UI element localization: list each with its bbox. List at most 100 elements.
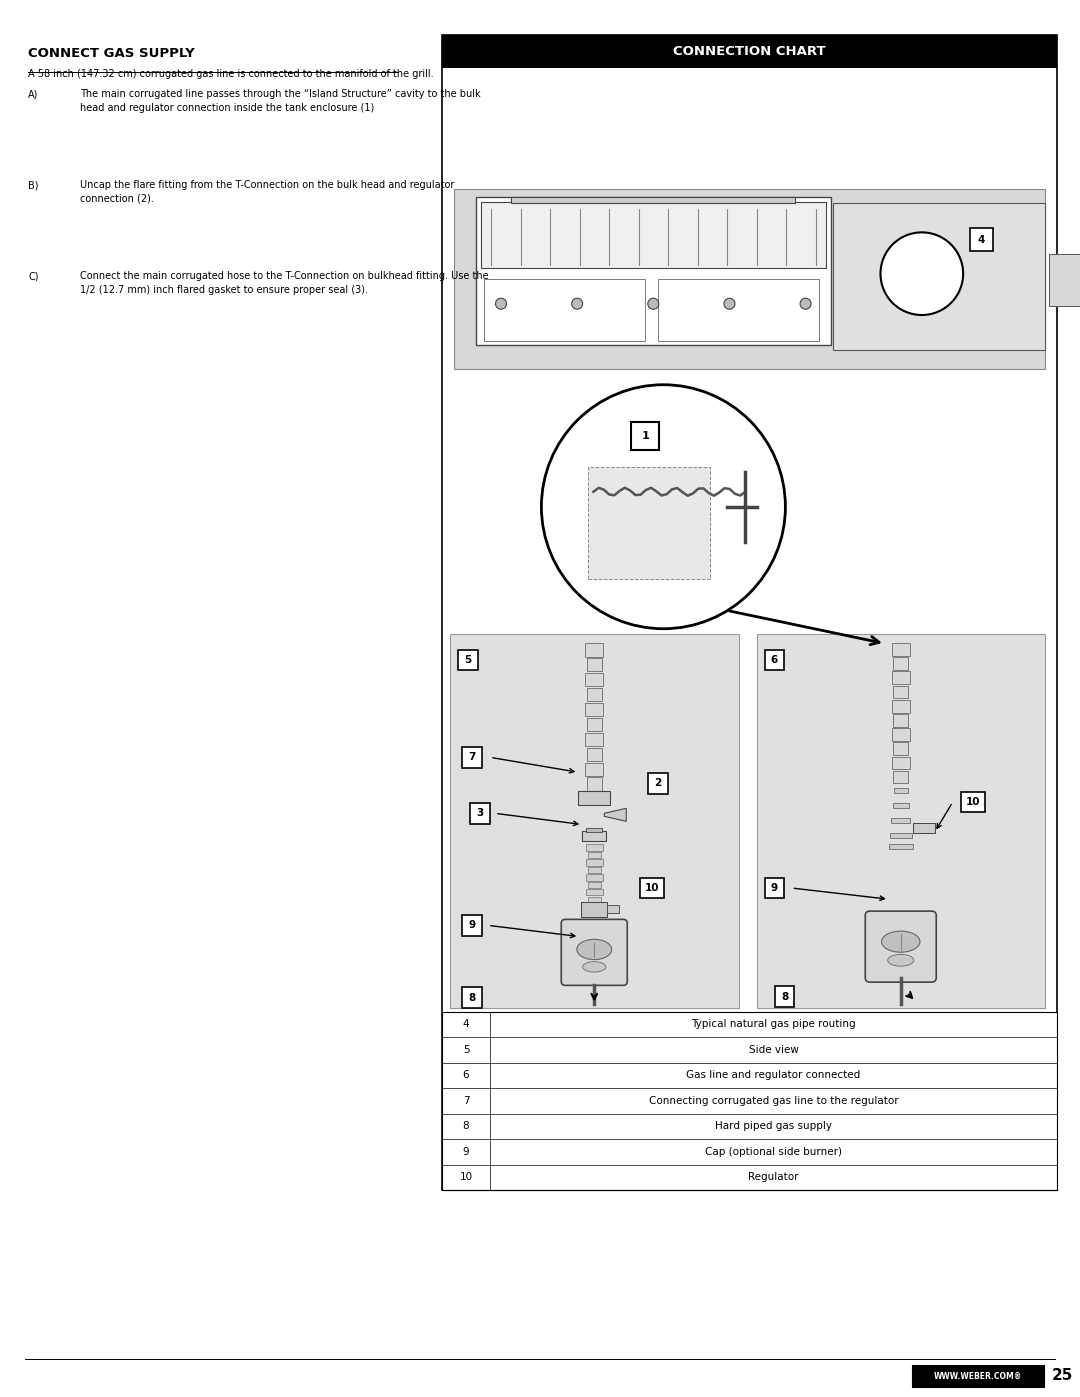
Text: 10: 10 (966, 798, 981, 807)
Bar (586, 687, 602, 701)
Bar (578, 791, 610, 806)
Bar (586, 718, 602, 731)
Bar (585, 844, 603, 851)
Text: 5: 5 (464, 655, 472, 665)
FancyBboxPatch shape (648, 774, 667, 793)
Text: 1: 1 (642, 430, 649, 441)
Bar (588, 897, 600, 902)
FancyBboxPatch shape (462, 988, 482, 1007)
Bar (585, 732, 604, 746)
Bar (484, 279, 645, 341)
Text: A): A) (28, 89, 39, 99)
Ellipse shape (577, 939, 611, 960)
Ellipse shape (888, 954, 914, 967)
Bar (893, 714, 908, 726)
Bar (894, 788, 908, 793)
Text: 4: 4 (462, 1020, 470, 1030)
Bar (585, 859, 603, 866)
Bar (585, 763, 604, 775)
Circle shape (880, 232, 963, 314)
Text: 10: 10 (459, 1172, 473, 1182)
Bar (588, 852, 600, 858)
Bar (658, 279, 819, 341)
Text: Side view: Side view (748, 1045, 798, 1055)
Bar (476, 197, 831, 345)
Text: 8: 8 (469, 992, 475, 1003)
Text: 25: 25 (1051, 1369, 1072, 1383)
Bar (833, 203, 1045, 351)
Text: 9: 9 (462, 1147, 470, 1157)
Bar (585, 643, 604, 657)
Bar (892, 728, 909, 740)
Bar (586, 658, 602, 672)
Bar (607, 904, 619, 912)
FancyBboxPatch shape (639, 877, 664, 898)
Bar (454, 190, 1045, 369)
FancyBboxPatch shape (765, 877, 784, 898)
Bar (586, 828, 603, 831)
Bar (891, 819, 910, 823)
Text: 2: 2 (654, 778, 661, 788)
Text: Connect the main corrugated hose to the T-Connection on bulkhead fitting. Use th: Connect the main corrugated hose to the … (80, 271, 488, 295)
Text: 9: 9 (771, 883, 778, 893)
Ellipse shape (582, 961, 606, 972)
Text: Cap (optional side burner): Cap (optional side burner) (705, 1147, 842, 1157)
FancyBboxPatch shape (961, 792, 985, 812)
Bar (586, 778, 602, 791)
FancyBboxPatch shape (458, 650, 478, 671)
Circle shape (800, 298, 811, 309)
Text: Uncap the flare fitting from the T-Connection on the bulk head and regulator
con: Uncap the flare fitting from the T-Conne… (80, 180, 455, 204)
Polygon shape (604, 809, 626, 821)
Bar (892, 757, 909, 770)
Text: Gas line and regulator connected: Gas line and regulator connected (687, 1070, 861, 1080)
Text: Connecting corrugated gas line to the regulator: Connecting corrugated gas line to the re… (649, 1095, 899, 1106)
Ellipse shape (881, 932, 920, 953)
FancyBboxPatch shape (970, 228, 993, 251)
Bar (585, 888, 603, 895)
Text: 3: 3 (476, 809, 484, 819)
Bar (581, 901, 607, 916)
Bar (442, 35, 1057, 1190)
FancyBboxPatch shape (632, 422, 660, 450)
Bar (582, 831, 606, 841)
Bar (893, 742, 908, 756)
FancyBboxPatch shape (462, 747, 482, 767)
Text: 4: 4 (977, 235, 985, 244)
Text: 7: 7 (469, 753, 475, 763)
Bar (586, 747, 602, 761)
Text: 7: 7 (462, 1095, 470, 1106)
Text: A 58 inch (147.32 cm) corrugated gas line is connected to the manifold of the gr: A 58 inch (147.32 cm) corrugated gas lin… (28, 68, 434, 80)
Bar (913, 823, 935, 833)
Bar (450, 634, 739, 1007)
Bar (588, 882, 600, 888)
Bar (588, 866, 600, 873)
Bar (585, 673, 604, 686)
FancyBboxPatch shape (774, 986, 795, 1007)
Text: 6: 6 (771, 655, 778, 665)
Text: B): B) (28, 180, 39, 190)
Circle shape (648, 298, 659, 309)
Bar (890, 833, 912, 838)
Text: CONNECT GAS SUPPLY: CONNECT GAS SUPPLY (28, 47, 194, 60)
Bar (893, 657, 908, 671)
FancyBboxPatch shape (562, 919, 627, 985)
Text: C): C) (28, 271, 39, 281)
Bar (442, 1011, 1057, 1190)
Bar (912, 1365, 1044, 1387)
Circle shape (724, 298, 735, 309)
Bar (512, 197, 795, 204)
Bar (889, 844, 913, 849)
Text: CONNECTION CHART: CONNECTION CHART (673, 45, 826, 59)
Text: WWW.WEBER.COM®: WWW.WEBER.COM® (934, 1372, 1022, 1380)
FancyBboxPatch shape (865, 911, 936, 982)
Text: Regulator: Regulator (748, 1172, 799, 1182)
Bar (893, 771, 908, 784)
Bar (1049, 254, 1080, 306)
Text: 5: 5 (462, 1045, 470, 1055)
Text: 10: 10 (645, 883, 659, 893)
Bar (442, 35, 1057, 68)
Circle shape (541, 384, 785, 629)
Circle shape (571, 298, 582, 309)
Text: 9: 9 (469, 921, 475, 930)
Text: The main corrugated line passes through the “Island Structure” cavity to the bul: The main corrugated line passes through … (80, 89, 481, 113)
